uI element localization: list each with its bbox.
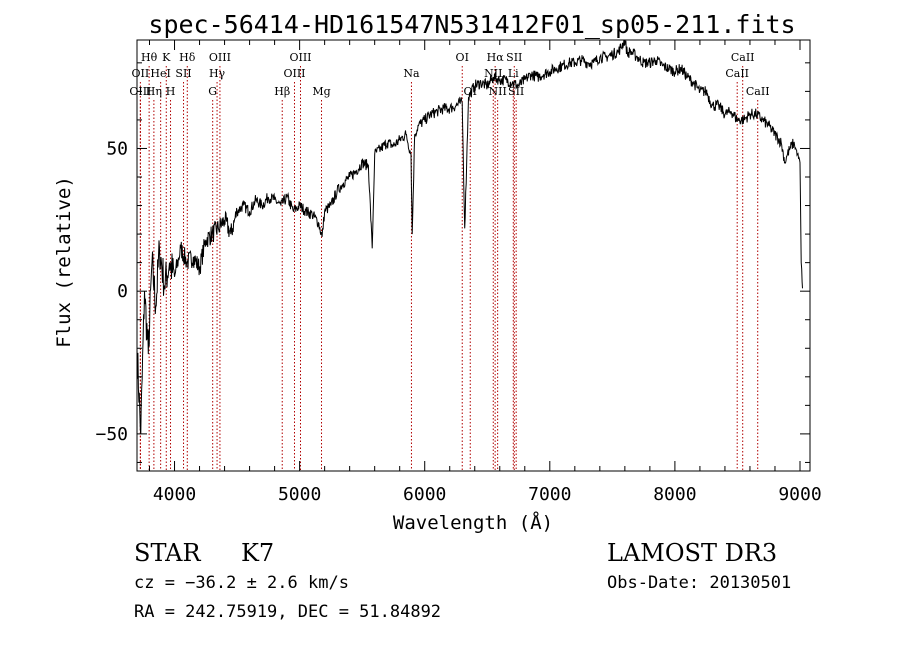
object-class: STAR (134, 539, 201, 567)
marker-label-15: Mg (312, 85, 330, 98)
marker-label-11: G (208, 85, 217, 98)
x-tick-label: 4000 (153, 484, 196, 505)
marker-label-6: Hδ (179, 51, 196, 64)
marker-label-24: SII (508, 85, 524, 98)
x-tick-label: 6000 (403, 484, 446, 505)
marker-label-16: Na (403, 67, 420, 80)
marker-label-10: Hγ (209, 67, 226, 80)
marker-label-13: OIII (283, 67, 305, 80)
marker-label-12: OIII (289, 51, 311, 64)
marker-label-21: NII (484, 67, 502, 80)
plot-frame (136, 39, 811, 472)
y-axis: −50 0 50 (95, 62, 810, 463)
y-axis-label: Flux (relative) (53, 176, 75, 348)
x-tick-label: 5000 (278, 484, 321, 505)
marker-label-19: Hα (487, 51, 505, 64)
y-tick-label: 50 (106, 138, 128, 159)
marker-label-26: CaII (725, 67, 749, 80)
x-axis: 4000 5000 6000 7000 8000 9000 (149, 40, 822, 505)
coordinates-readout: RA = 242.75919, DEC = 51.84892 (134, 602, 442, 622)
x-tick-label: 8000 (653, 484, 696, 505)
object-subclass: K7 (241, 539, 275, 567)
x-tick-label: 9000 (778, 484, 821, 505)
marker-label-20: SII (506, 51, 522, 64)
marker-label-9: OIII (209, 51, 231, 64)
y-tick-label: −50 (95, 424, 128, 445)
marker-label-14: Hβ (274, 85, 290, 98)
y-tick-label: 0 (117, 281, 128, 302)
marker-label-25: CaII (731, 51, 755, 64)
marker-label-1: OII (132, 67, 150, 80)
chart-title: spec-56414-HD161547N531412F01_sp05-211.f… (148, 10, 795, 39)
line-markers (139, 66, 759, 471)
marker-label-0: Hθ (141, 51, 158, 64)
x-tick-label: 7000 (528, 484, 571, 505)
marker-label-3: K (162, 51, 171, 64)
obs-date: Obs-Date: 20130501 (607, 573, 792, 593)
spectrum-series-line (136, 39, 803, 434)
marker-label-17: OI (456, 51, 469, 64)
x-axis-label: Wavelength (Å) (393, 511, 553, 534)
redshift-readout: cz = −36.2 ± 2.6 km/s (134, 573, 349, 593)
survey-name: LAMOST DR3 (607, 539, 778, 567)
marker-label-5: Hη (146, 85, 162, 98)
marker-label-23: NII (488, 85, 506, 98)
marker-label-4: HeI (150, 67, 170, 80)
marker-label-7: SII (175, 67, 191, 80)
marker-label-27: CaII (746, 85, 770, 98)
marker-label-22: Li (508, 67, 519, 80)
marker-label-8: H (166, 85, 176, 98)
